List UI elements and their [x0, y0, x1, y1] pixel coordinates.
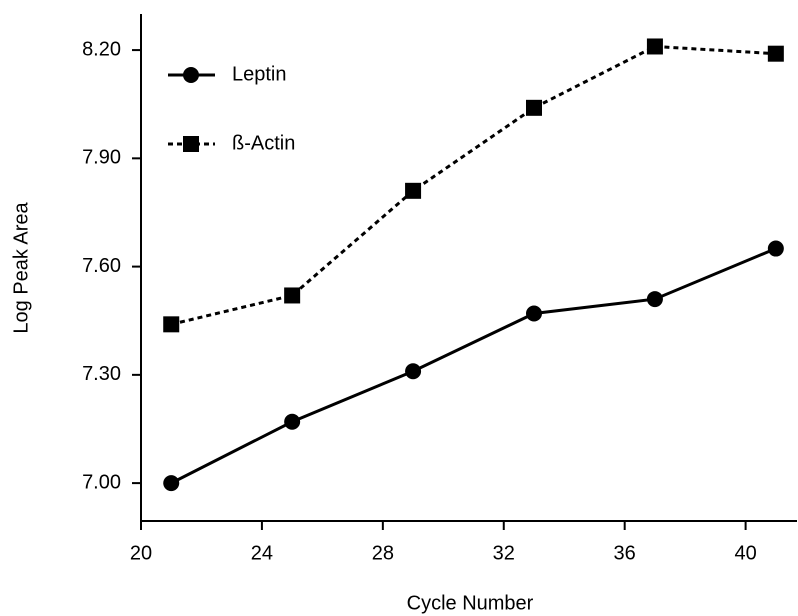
- y-axis-label: Log Peak Area: [10, 202, 32, 334]
- marker: [646, 38, 663, 55]
- marker: [405, 182, 422, 199]
- marker: [405, 363, 422, 380]
- y-tick-label: 7.00: [82, 471, 121, 493]
- legend-marker: [183, 136, 199, 152]
- marker: [767, 45, 784, 62]
- legend-label: Leptin: [232, 63, 287, 85]
- marker: [525, 99, 542, 116]
- marker: [284, 287, 301, 304]
- series-line: [170, 247, 777, 485]
- y-tick-label: 8.20: [82, 38, 121, 60]
- legend-marker: [183, 67, 199, 83]
- marker: [163, 475, 180, 492]
- legend-label: ß-Actin: [232, 132, 295, 154]
- x-tick-label: 24: [251, 542, 273, 564]
- y-tick-label: 7.90: [82, 147, 121, 169]
- x-tick-label: 36: [614, 542, 636, 564]
- x-tick-label: 40: [734, 542, 756, 564]
- y-tick-label: 7.60: [82, 255, 121, 277]
- x-axis-label: Cycle Number: [407, 592, 534, 614]
- x-tick-label: 32: [493, 542, 515, 564]
- marker: [163, 316, 180, 333]
- series-line: [170, 44, 776, 326]
- x-tick-label: 28: [372, 542, 394, 564]
- marker: [525, 305, 542, 322]
- marker: [767, 240, 784, 257]
- x-tick-label: 20: [130, 542, 152, 564]
- y-tick-label: 7.30: [82, 363, 121, 385]
- marker: [646, 291, 663, 308]
- marker: [284, 413, 301, 430]
